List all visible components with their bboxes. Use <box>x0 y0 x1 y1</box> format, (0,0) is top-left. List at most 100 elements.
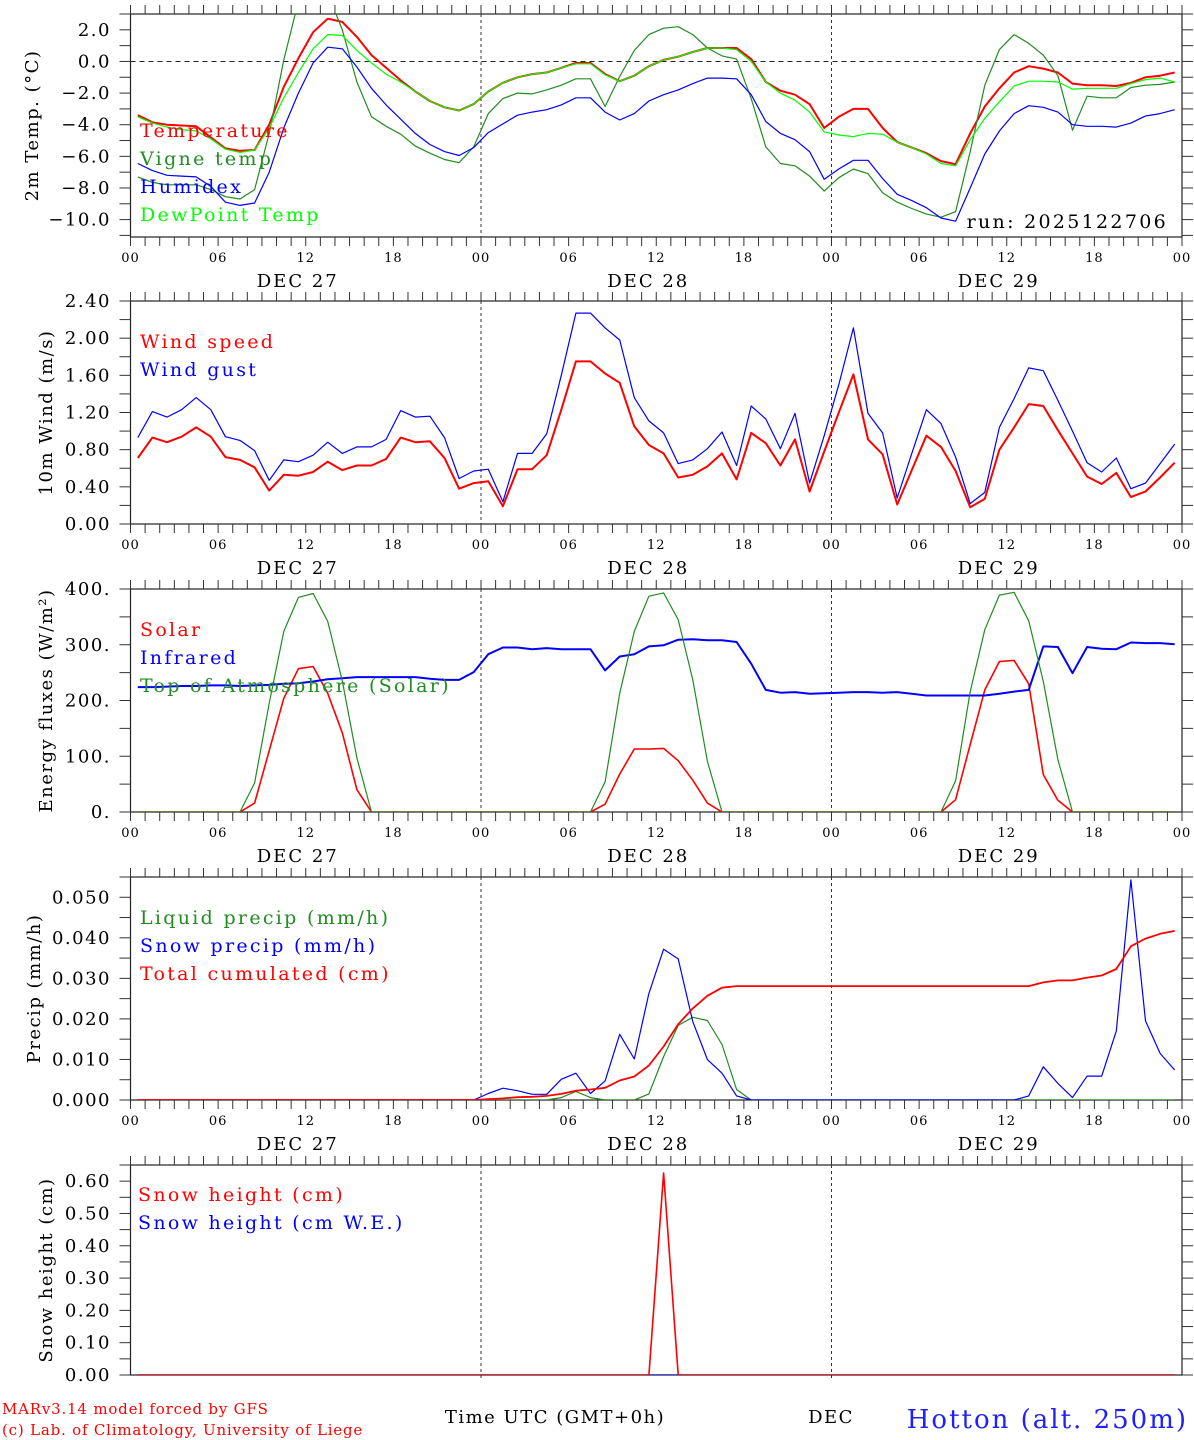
x-tick-label: 12 <box>997 826 1016 841</box>
date-label: DEC 29 <box>958 1134 1040 1155</box>
x-tick-label: 06 <box>559 538 578 553</box>
y-tick-label: −8.0 <box>61 178 111 199</box>
x-tick-label: 18 <box>1085 826 1104 841</box>
y-axis-label: 2m Temp. (°C) <box>22 50 43 202</box>
date-label: DEC 29 <box>958 271 1040 292</box>
y-tick-label: −2.0 <box>61 83 111 104</box>
y-axis-label: 10m Wind (m/s) <box>36 330 57 496</box>
x-tick-label: 06 <box>209 251 228 266</box>
footer: MARv3.14 model forced by GFS (c) Lab. of… <box>2 1400 1188 1439</box>
x-tick-label: 06 <box>910 538 929 553</box>
legend-entry: Top of Atmosphere (Solar) <box>140 675 451 697</box>
y-tick-label: 0.40 <box>65 1236 111 1257</box>
x-tick-label: 06 <box>559 1114 578 1129</box>
series-line-solar <box>137 659 1175 812</box>
x-tick-label: 18 <box>1085 1114 1104 1129</box>
x-tick-label: 00 <box>1173 251 1192 266</box>
y-tick-label: 0.00 <box>65 1365 111 1386</box>
legend-entry: Snow height (cm W.E.) <box>138 1212 405 1234</box>
y-tick-label: 0.60 <box>65 1171 111 1192</box>
legend-entry: Solar <box>140 619 202 641</box>
panel-4: 0.000 0.010 0.020 0.030 0.040 0.050 Precip (mm… <box>24 868 1193 1155</box>
y-tick-label: 300. <box>65 635 111 656</box>
series-line-liquid-precip-mm-h <box>137 1016 1175 1100</box>
y-tick-label: 2.00 <box>65 328 111 349</box>
x-tick-label: 00 <box>1173 1114 1192 1129</box>
date-label: DEC 27 <box>257 271 339 292</box>
x-tick-label: 12 <box>296 538 315 553</box>
series-line-humidex <box>137 46 1175 222</box>
x-axis-title: Time UTC (GMT+0h) <box>445 1407 665 1428</box>
panel-3: 0. 100. 200. 300. 400. Energy fluxes (W/m²) 00… <box>36 579 1193 867</box>
x-tick-label: 06 <box>209 826 228 841</box>
y-tick-label: 0.40 <box>65 477 111 498</box>
y-tick-label: 400. <box>65 579 111 600</box>
legend-entry: Vigne temp <box>139 148 273 170</box>
x-tick-label: 12 <box>296 1114 315 1129</box>
series-line-wind-gust <box>137 312 1176 505</box>
series-group <box>137 879 1176 1100</box>
series-group <box>137 1172 1175 1375</box>
x-tick-label: 12 <box>997 1114 1016 1129</box>
x-tick-label: 00 <box>822 538 841 553</box>
x-tick-label: 12 <box>647 538 666 553</box>
y-tick-label: 2.0 <box>78 20 111 41</box>
x-tick-label: 12 <box>296 826 315 841</box>
legend-entry: DewPoint Temp <box>140 204 321 226</box>
date-label: DEC 28 <box>607 1134 689 1155</box>
month-label: DEC <box>808 1407 854 1428</box>
legend-entry: Total cumulated (cm) <box>140 963 391 985</box>
x-tick-label: 06 <box>910 1114 929 1129</box>
date-label: DEC 28 <box>607 558 689 579</box>
y-tick-label: 0.020 <box>52 1009 111 1030</box>
y-tick-label: 0.20 <box>65 1300 111 1321</box>
x-tick-label: 00 <box>1173 538 1192 553</box>
legend-entry: Snow height (cm) <box>138 1184 345 1206</box>
y-tick-label: 0.00 <box>65 514 111 535</box>
date-label: DEC 29 <box>958 558 1040 579</box>
x-tick-label: 00 <box>121 1114 140 1129</box>
y-tick-label: 200. <box>65 691 111 712</box>
run-annotation: run: 2025122706 <box>967 211 1168 233</box>
station-name: Hotton (alt. 250m) <box>907 1405 1188 1435</box>
x-tick-label: 06 <box>910 826 929 841</box>
x-tick-label: 00 <box>121 826 140 841</box>
series-group <box>137 591 1175 812</box>
y-tick-label: −6.0 <box>61 146 111 167</box>
x-tick-label: 18 <box>735 251 754 266</box>
series-line-infrared <box>137 638 1175 697</box>
x-tick-label: 18 <box>735 538 754 553</box>
x-tick-label: 00 <box>822 251 841 266</box>
panels: 2.0 0.0 −2.0 −4.0 −6.0 −8.0 −10.02m Temp. (°C)… <box>22 5 1193 1386</box>
x-tick-label: 12 <box>997 538 1016 553</box>
x-tick-label: 18 <box>384 826 403 841</box>
x-tick-label: 18 <box>384 251 403 266</box>
series-line-temperature <box>137 17 1175 166</box>
x-tick-label: 18 <box>735 1114 754 1129</box>
y-tick-label: 2.40 <box>65 291 111 312</box>
x-tick-label: 00 <box>472 826 491 841</box>
x-tick-label: 00 <box>1173 826 1192 841</box>
x-tick-label: 18 <box>384 1114 403 1129</box>
y-tick-label: 0.000 <box>52 1090 111 1111</box>
x-tick-label: 12 <box>647 826 666 841</box>
x-tick-label: 06 <box>209 538 228 553</box>
series-group <box>136 312 1176 509</box>
y-tick-label: 0.030 <box>52 968 111 989</box>
legend-entry: Humidex <box>140 176 243 198</box>
series-line-total-cumulated-cm <box>137 930 1175 1100</box>
date-label: DEC 28 <box>607 846 689 867</box>
x-tick-label: 12 <box>997 251 1016 266</box>
x-tick-label: 18 <box>735 826 754 841</box>
panel-5: 0.00 0.10 0.20 0.30 0.40 0.50 0.60 Snow height … <box>36 1156 1193 1386</box>
series-line-wind-speed <box>136 360 1176 509</box>
date-label: DEC 27 <box>257 846 339 867</box>
x-tick-label: 00 <box>822 826 841 841</box>
y-tick-label: 0.010 <box>52 1049 111 1070</box>
y-tick-label: −4.0 <box>61 115 111 136</box>
x-tick-label: 00 <box>472 251 491 266</box>
date-label: DEC 27 <box>257 1134 339 1155</box>
x-tick-label: 00 <box>472 1114 491 1129</box>
y-tick-label: 0. <box>91 802 111 823</box>
x-tick-label: 12 <box>647 1114 666 1129</box>
